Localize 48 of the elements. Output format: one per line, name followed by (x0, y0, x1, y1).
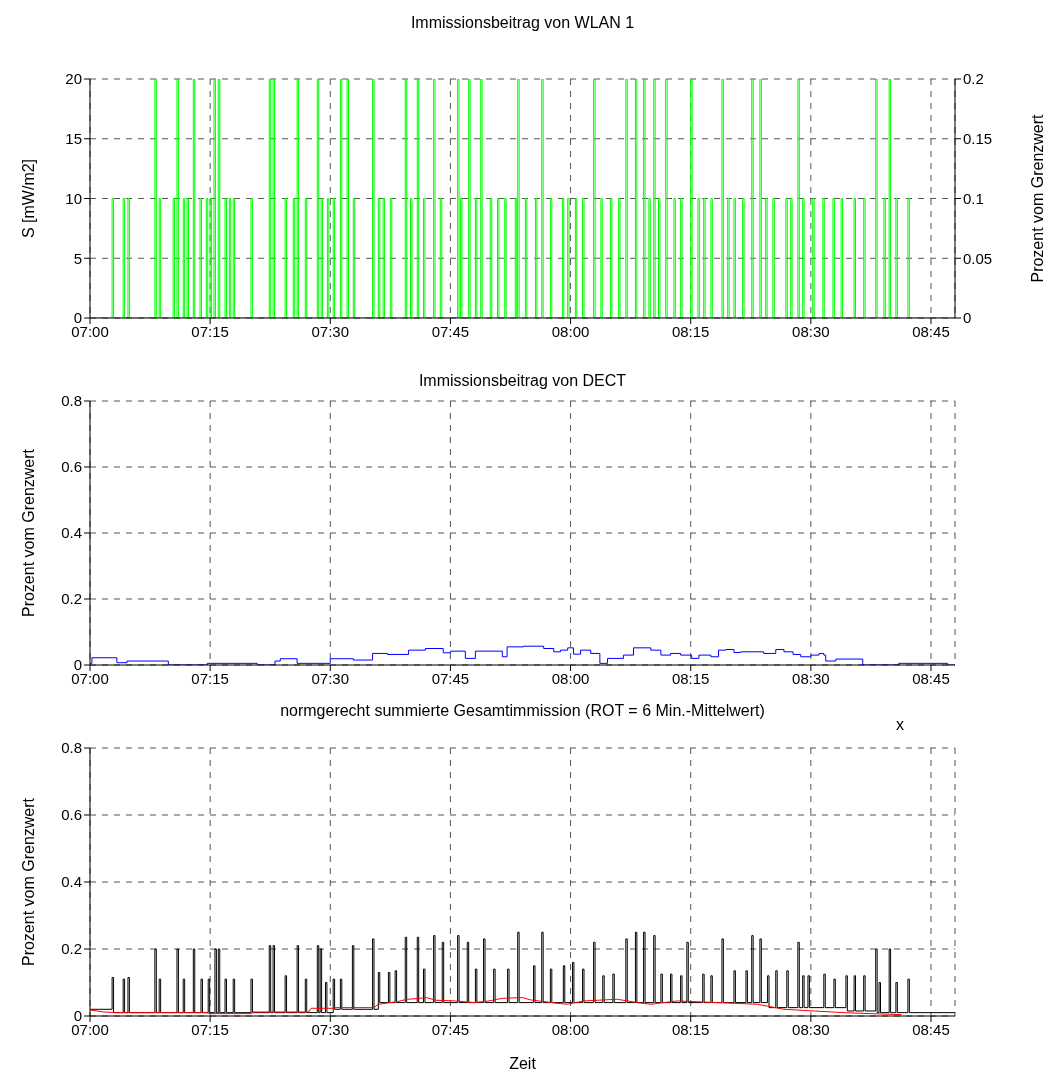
y2-tick-label: 0 (963, 309, 972, 327)
y2-tick-label: 0.05 (963, 249, 993, 267)
text: x (896, 716, 904, 734)
y-tick-label: 0.2 (61, 940, 82, 958)
x-tick-label: 08:45 (912, 1020, 950, 1038)
chart-title: Immissionsbeitrag von DECT (417, 372, 628, 390)
x-tick-label: 08:15 (671, 322, 710, 340)
line-series (90, 997, 902, 1016)
x-tick-label: 07:30 (311, 1020, 350, 1038)
x-tick-label: 08:30 (792, 669, 830, 687)
y-tick-label: 20 (65, 70, 82, 88)
x-tick-label: 07:30 (311, 669, 350, 687)
x-tick-label: 08:30 (792, 1020, 830, 1038)
x-tick-label: 07:45 (431, 1020, 470, 1038)
x-tick-label: 08:30 (792, 322, 830, 340)
x-tick-label: 08:15 (671, 1020, 710, 1038)
x-tick-label: 08:00 (551, 1020, 590, 1038)
x-tick-label: 08:45 (912, 322, 950, 340)
y-axis-title: Prozent vom Grenzwert (19, 797, 37, 967)
x-tick-label: 08:00 (551, 669, 590, 687)
y-axis-title: Prozent vom Grenzwert (19, 448, 37, 618)
chart-title: normgerecht summierte Gesamtimmission (ROT = 6 Min.-Mittelwert) (280, 702, 765, 719)
x-tick-label: 08:45 (912, 669, 950, 687)
y-tick-label: 0.4 (61, 873, 82, 891)
x-tick-label: 07:45 (431, 322, 470, 340)
y-tick-label: 10 (65, 189, 82, 207)
y2-tick-label: 0.1 (963, 189, 984, 207)
y2-tick-label: 0.15 (963, 130, 993, 148)
x-axis-title: Zeit (509, 1055, 537, 1072)
y-tick-label: 0.2 (61, 590, 82, 608)
x-tick-label: 08:15 (671, 669, 710, 687)
x-tick-label: 08:00 (551, 322, 590, 340)
y-axis-title: S [mW/m2] (19, 158, 37, 239)
y2-tick-label: 0.2 (963, 70, 984, 88)
x-tick-label: 07:15 (191, 1020, 229, 1038)
x-tick-label: 07:30 (311, 322, 350, 340)
y-tick-label: 0.8 (61, 739, 82, 757)
chart-title: Immissionsbeitrag von WLAN 1 (409, 14, 636, 32)
y-tick-label: 0.8 (61, 392, 82, 410)
y-tick-label: 0.6 (61, 806, 82, 824)
y-tick-label: 15 (65, 130, 82, 148)
x-tick-label: 07:15 (191, 322, 229, 340)
y-tick-label: 0.6 (61, 458, 82, 476)
y2-axis-title: Prozent vom Grenzwert (1028, 113, 1046, 283)
y-tick-label: 0.4 (61, 524, 82, 542)
x-tick-label: 07:45 (431, 669, 470, 687)
y-tick-label: 5 (73, 249, 82, 267)
x-tick-label: 07:15 (191, 669, 229, 687)
